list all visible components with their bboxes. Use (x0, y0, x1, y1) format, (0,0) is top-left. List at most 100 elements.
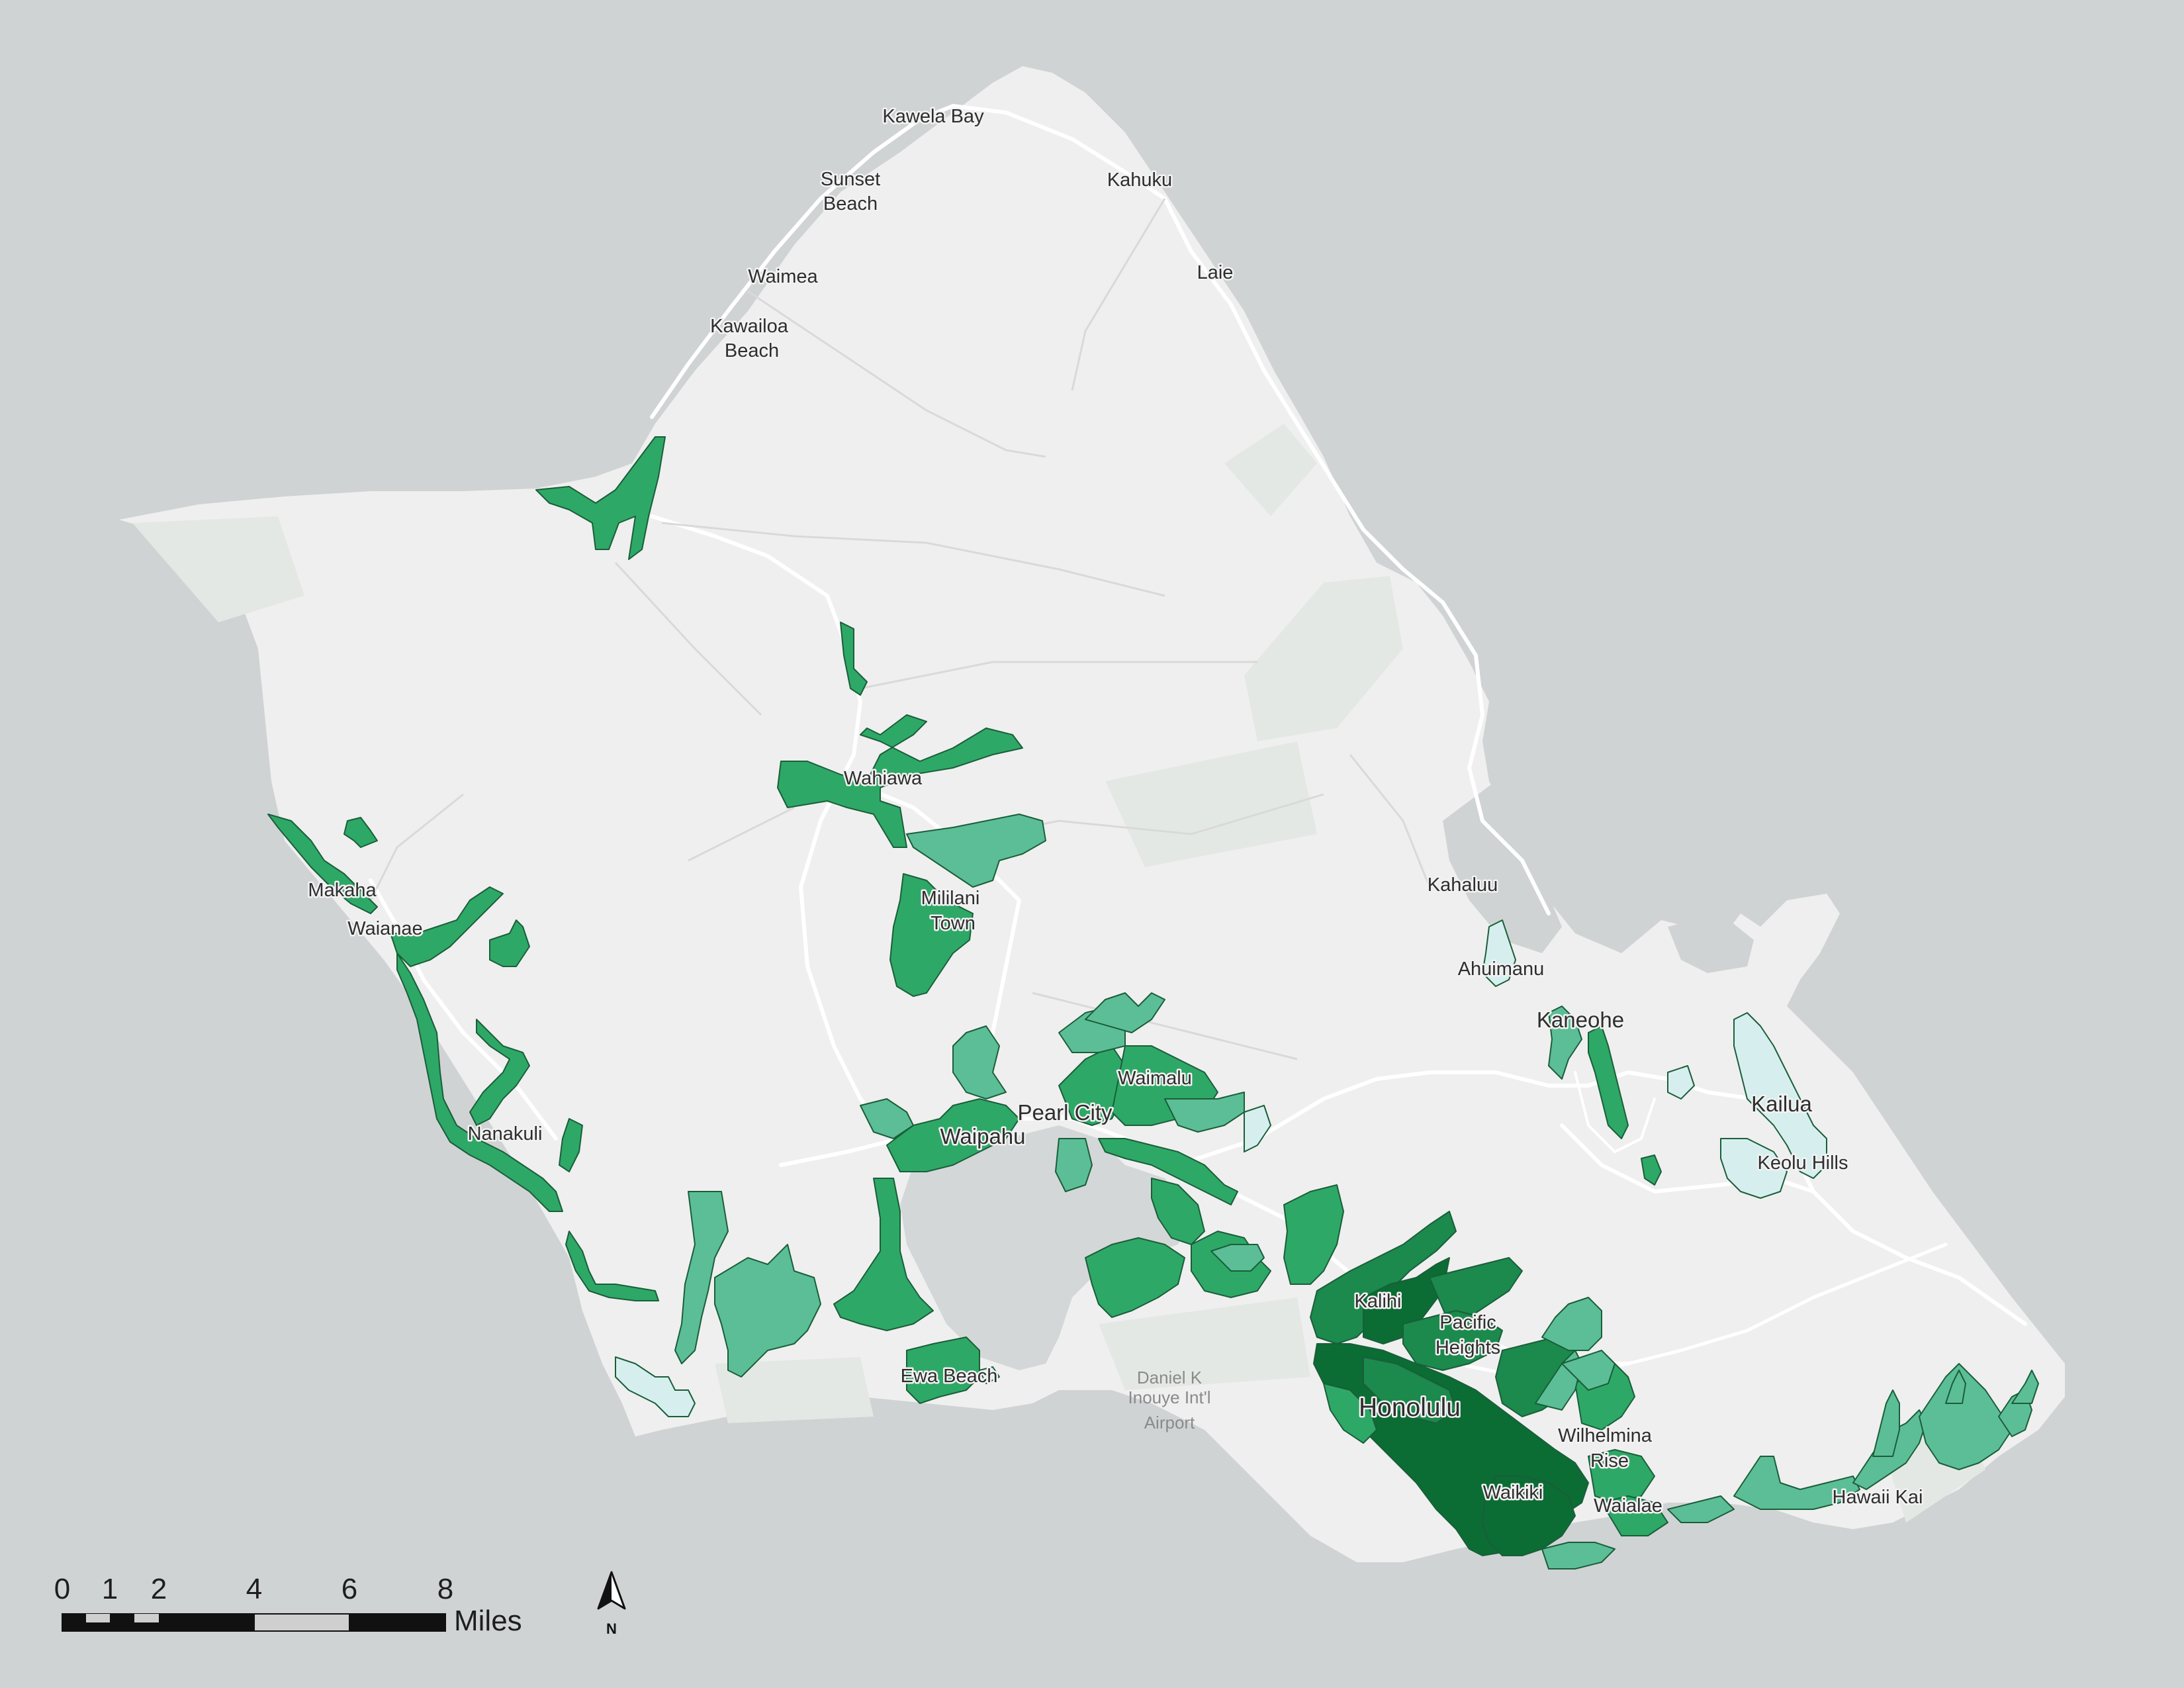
place-labels: Kawela Bay Kahuku Sunset Beach Waimea La… (306, 105, 1925, 1519)
tract-ewa-inland (833, 1178, 934, 1331)
label-airport-line2: Inouye Int'l (1128, 1387, 1211, 1407)
tract-nanakuli (469, 1019, 530, 1126)
tract-kalihi (1310, 1211, 1457, 1344)
label-nanakuli: Nanakuli (468, 1123, 543, 1145)
pearl-harbor (900, 1125, 1191, 1370)
tract-hawaii-kai-ridge-b (1945, 1370, 1966, 1404)
scale-tick-0: 0 (54, 1573, 70, 1605)
island-land (119, 66, 2065, 1562)
label-honolulu: Honolulu (1359, 1393, 1461, 1422)
tract-makaha-valley (343, 817, 378, 848)
scale-tick-6: 6 (341, 1573, 357, 1605)
tract-waikele (860, 1098, 914, 1139)
label-kahaluu: Kahaluu (1428, 874, 1498, 896)
label-laie: Laie (1197, 262, 1234, 283)
tract-manoa-upper (1541, 1297, 1602, 1351)
label-wilhelmina-line1: Wilhelmina (1558, 1425, 1653, 1446)
tract-honolulu-mid (1363, 1356, 1457, 1424)
label-mililani-line2: Town (931, 913, 976, 934)
tract-aiea-south (1098, 1138, 1238, 1205)
tract-nanakuli-valley (559, 1118, 583, 1172)
north-arrow: N (597, 1571, 626, 1637)
label-airport-line3: Airport (1144, 1413, 1195, 1432)
label-waimalu: Waimalu (1118, 1068, 1192, 1089)
tract-keolu-hills (1720, 1138, 1788, 1199)
label-kailua: Kailua (1751, 1092, 1812, 1116)
label-waikiki: Waikiki (1483, 1482, 1543, 1503)
label-kawela-bay: Kawela Bay (882, 106, 984, 127)
tract-waipahu (886, 1098, 1020, 1172)
label-makaha: Makaha (308, 880, 377, 901)
label-pacific-heights-line2: Heights (1435, 1337, 1500, 1358)
label-waianae: Waianae (347, 918, 422, 939)
tract-haleiwa (535, 436, 666, 560)
tract-waimalu-upper (1085, 992, 1165, 1033)
tract-diamond-head (1541, 1542, 1615, 1570)
tract-whitmore (906, 814, 1046, 888)
kaneohe-bay (1443, 781, 1562, 953)
scale-tick-2: 2 (151, 1573, 167, 1605)
north-label: N (606, 1620, 617, 1637)
scale-tick-8: 8 (437, 1573, 453, 1605)
scale-bar-segments (62, 1613, 446, 1632)
tract-barbers-point (615, 1356, 696, 1417)
tract-kaimuki (1588, 1449, 1655, 1503)
tract-portlock (2011, 1370, 2039, 1404)
tract-maunalani (1561, 1350, 1615, 1391)
scale-tick-1: 1 (102, 1573, 118, 1605)
tract-pacific-heights (1402, 1310, 1503, 1371)
label-sunset-beach-line1: Sunset (821, 169, 880, 190)
label-mililani-line1: Mililani (921, 888, 980, 909)
tract-makakilo (674, 1191, 729, 1364)
tract-wahiawa-corridor (840, 622, 868, 696)
tract-kaneohe (1588, 1025, 1629, 1139)
scale-bar: 0 1 2 4 6 8 Miles (54, 1573, 522, 1637)
label-wahiawa: Wahiawa (844, 768, 923, 789)
tract-hawaii-kai-ridge-a (1872, 1389, 1900, 1457)
tract-kailua-north (1667, 1065, 1695, 1100)
scale-tick-4: 4 (246, 1573, 262, 1605)
tract-kaneohe-south (1641, 1154, 1662, 1186)
tract-ahuimanu (1482, 919, 1516, 987)
label-sunset-beach-line2: Beach (823, 193, 878, 214)
tract-wahiawa (777, 714, 1023, 848)
tract-kaneohe-west (1548, 1006, 1582, 1080)
label-kawailoa-line1: Kawailoa (710, 316, 789, 337)
tract-moanalua (1283, 1184, 1344, 1285)
tract-makaha (267, 814, 378, 914)
tract-pearl-city-south (1055, 1138, 1093, 1192)
label-waimea: Waimea (748, 266, 818, 287)
label-ewa-beach: Ewa Beach (901, 1366, 998, 1387)
label-kaneohe: Kaneohe (1537, 1008, 1624, 1032)
label-airport-line1: Daniel K (1137, 1368, 1203, 1387)
tract-kahala (1667, 1495, 1735, 1523)
tract-kailua (1733, 1012, 1827, 1179)
tract-ewa-beach (906, 1336, 980, 1404)
kailua-bay (1668, 914, 1754, 973)
label-pearl-city: Pearl City (1017, 1100, 1113, 1125)
label-kawailoa-line2: Beach (725, 340, 779, 361)
tract-waianae (390, 886, 504, 967)
tract-aina-haina (1733, 1456, 1860, 1510)
tract-ewa-light (979, 1366, 1000, 1384)
label-kalihi: Kalihi (1355, 1291, 1402, 1312)
tract-downtown (1323, 1383, 1377, 1444)
label-kahuku: Kahuku (1107, 169, 1172, 191)
tract-kapolei (714, 1244, 821, 1378)
label-waialae: Waialae (1594, 1495, 1662, 1517)
tract-waialae (1601, 1495, 1668, 1536)
tract-choropleth (267, 436, 2039, 1570)
tract-waianae-valley (489, 919, 530, 967)
label-wilhelmina-line2: Rise (1590, 1450, 1629, 1472)
label-keolu-hills: Keolu Hills (1758, 1152, 1848, 1174)
tract-mililani (889, 873, 974, 997)
label-waipahu: Waipahu (940, 1124, 1025, 1149)
tract-moanalua-light (1210, 1244, 1265, 1272)
tract-pearl-harbor-west (1085, 1237, 1185, 1318)
label-hawaii-kai: Hawaii Kai (1833, 1487, 1923, 1508)
label-pacific-heights-line1: Pacific (1439, 1312, 1496, 1333)
tract-halawa-light (1244, 1105, 1271, 1152)
tract-maili (396, 953, 563, 1212)
tract-waipahu-north (952, 1025, 1007, 1100)
